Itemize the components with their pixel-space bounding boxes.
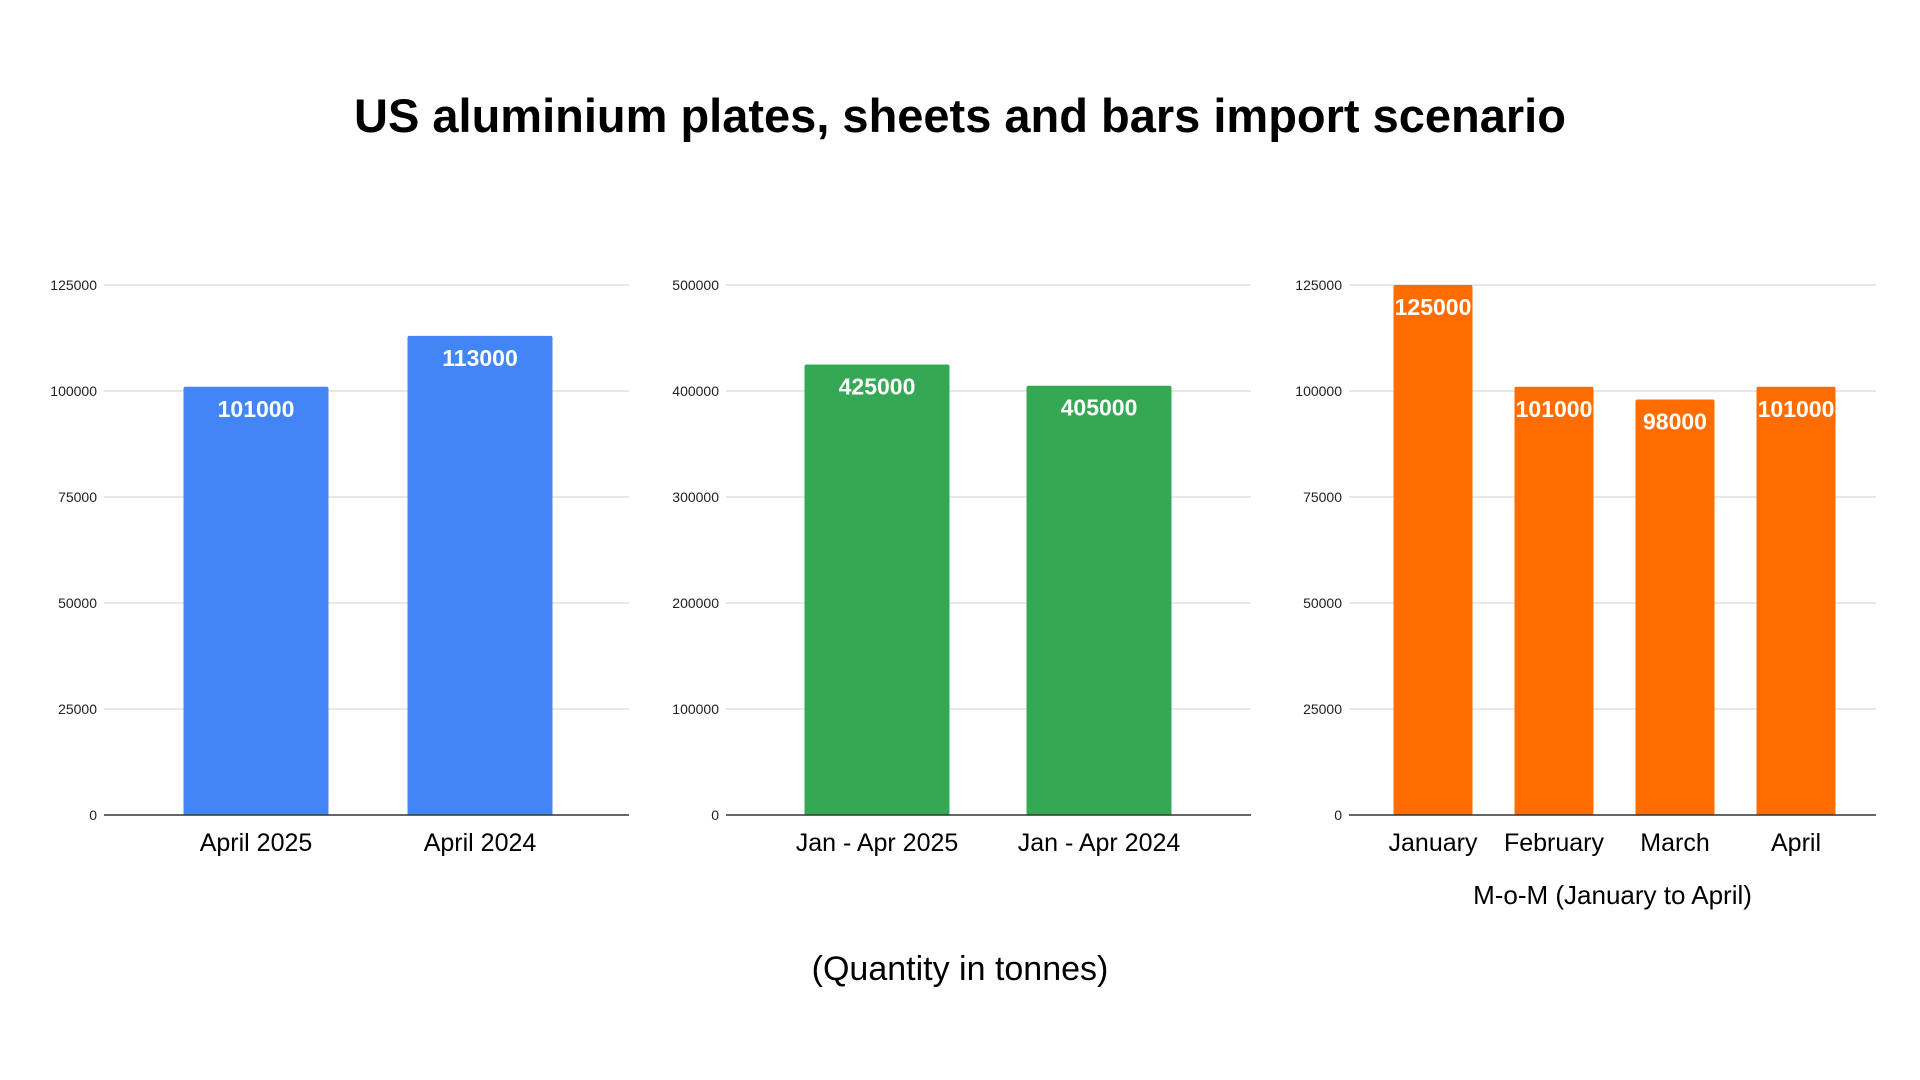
y-tick-label: 300000 (672, 489, 719, 505)
y-tick-label: 500000 (672, 277, 719, 293)
bar-data-label: 98000 (1643, 408, 1707, 434)
bar-data-label: 405000 (1061, 395, 1138, 421)
y-tick-label: 25000 (58, 701, 97, 717)
x-category-label: February (1504, 829, 1605, 857)
y-tick-label: 125000 (1295, 277, 1342, 293)
y-tick-label: 125000 (50, 277, 97, 293)
y-tick-label: 75000 (1303, 489, 1342, 505)
y-tick-label: 0 (1334, 807, 1342, 823)
bar (1635, 399, 1715, 815)
y-tick-label: 100000 (672, 701, 719, 717)
bar-data-label: 113000 (442, 345, 517, 371)
bar (1514, 386, 1594, 815)
bar (1026, 385, 1172, 815)
y-tick-label: 25000 (1303, 701, 1342, 717)
x-category-label: March (1640, 829, 1709, 857)
bar-data-label: 101000 (1516, 396, 1593, 422)
bar (804, 364, 950, 815)
y-tick-label: 0 (711, 807, 719, 823)
bar (407, 335, 553, 815)
x-category-label: Jan - Apr 2025 (796, 829, 959, 857)
x-axis-title: M-o-M (January to April) (1473, 880, 1752, 910)
y-tick-label: 75000 (58, 489, 97, 505)
y-tick-label: 100000 (1295, 383, 1342, 399)
quantity-unit-note: (Quantity in tonnes) (811, 950, 1109, 988)
x-category-label: Jan - Apr 2024 (1018, 829, 1181, 857)
x-category-label: January (1389, 829, 1478, 857)
x-category-label: April 2025 (200, 829, 313, 857)
bar-data-label: 101000 (1758, 396, 1835, 422)
y-tick-label: 100000 (50, 383, 97, 399)
bar-data-label: 425000 (839, 374, 916, 400)
bar (183, 386, 329, 815)
y-tick-label: 50000 (58, 595, 97, 611)
x-category-label: April (1771, 829, 1821, 857)
bar (1393, 285, 1473, 815)
y-tick-label: 0 (89, 807, 97, 823)
x-category-label: April 2024 (424, 829, 537, 857)
bar (1756, 386, 1836, 815)
bar-data-label: 101000 (218, 396, 295, 422)
y-tick-label: 50000 (1303, 595, 1342, 611)
bar-data-label: 125000 (1395, 294, 1472, 320)
y-tick-label: 200000 (672, 595, 719, 611)
page-title: US aluminium plates, sheets and bars imp… (354, 89, 1566, 142)
y-tick-label: 400000 (672, 383, 719, 399)
